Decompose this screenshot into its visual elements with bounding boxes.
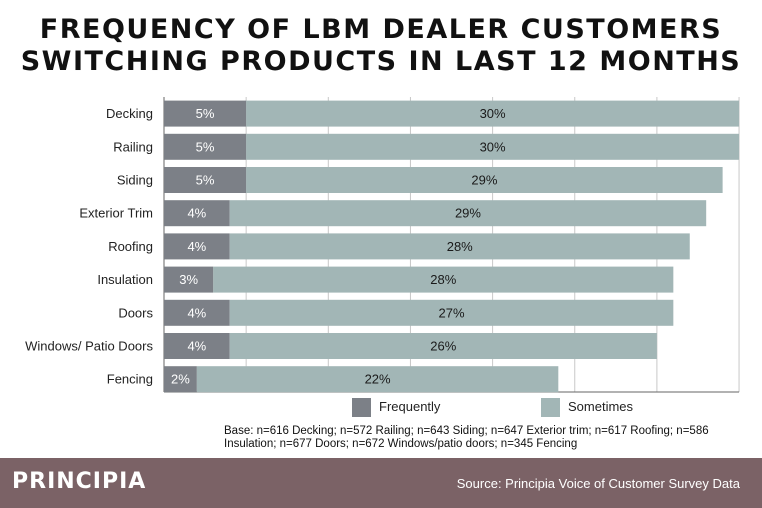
chart-title-line-1: FREQUENCY OF LBM DEALER CUSTOMERS <box>39 14 723 45</box>
data-label-sometimes: 29% <box>455 206 481 221</box>
bar-frequently <box>164 333 230 359</box>
bar-chart: Decking 5% 30% Railing 5% 30% Siding 5% 29% Exter… <box>25 97 740 393</box>
bar-sometimes <box>246 167 723 193</box>
data-label-frequently: 5% <box>196 139 215 154</box>
category-label: Roofing <box>108 239 153 254</box>
data-label-frequently: 5% <box>196 106 215 121</box>
bar-sometimes <box>246 133 740 160</box>
data-label-sometimes: 28% <box>447 239 473 254</box>
bar-sometimes <box>229 299 674 326</box>
bar-sometimes <box>229 233 690 260</box>
category-label: Exterior Trim <box>79 206 153 221</box>
base-note: Base: n=616 Decking; n=572 Railing; n=64… <box>224 425 709 450</box>
data-label-frequently: 4% <box>187 239 206 254</box>
data-label-frequently: 5% <box>196 173 215 188</box>
category-label: Decking <box>106 106 153 121</box>
bar-frequently <box>164 266 214 293</box>
category-label: Doors <box>118 305 153 320</box>
data-label-frequently: 2% <box>171 372 190 387</box>
principia-logo: PRINCIPIA <box>12 469 147 494</box>
category-label: Insulation <box>97 272 153 287</box>
data-label-sometimes: 28% <box>430 272 456 287</box>
data-label-sometimes: 29% <box>471 173 497 188</box>
footer-bar: PRINCIPIA Source: Principia Voice of Cus… <box>0 458 762 508</box>
chart-title: FREQUENCY OF LBM DEALER CUSTOMERS SWITCH… <box>0 14 762 78</box>
data-label-sometimes: 30% <box>480 139 506 154</box>
bar-sometimes <box>213 266 674 293</box>
chart-title-line-2: SWITCHING PRODUCTS IN LAST 12 MONTHS <box>20 46 742 77</box>
bar-frequently <box>164 299 230 326</box>
data-label-frequently: 3% <box>179 272 198 287</box>
category-label: Siding <box>117 173 153 188</box>
data-label-frequently: 4% <box>187 206 206 221</box>
bar-frequently <box>164 100 247 127</box>
legend-item-sometimes: Sometimes <box>541 398 633 417</box>
data-label-frequently: 4% <box>187 339 206 354</box>
legend-label-sometimes: Sometimes <box>568 398 634 414</box>
bar-sometimes <box>196 366 559 393</box>
category-label: Railing <box>113 139 153 154</box>
bar-frequently <box>164 233 230 260</box>
data-label-frequently: 4% <box>187 305 206 320</box>
data-label-sometimes: 27% <box>439 305 465 320</box>
legend-swatch-frequently <box>352 398 371 417</box>
bar-sometimes <box>246 100 740 127</box>
bar-frequently <box>164 133 247 160</box>
data-label-sometimes: 22% <box>365 372 391 387</box>
legend-swatch-sometimes <box>541 398 560 417</box>
data-label-sometimes: 26% <box>430 339 456 354</box>
source-note: Source: Principia Voice of Customer Surv… <box>456 476 740 491</box>
data-label-sometimes: 30% <box>480 106 506 121</box>
bar-sometimes <box>229 200 707 227</box>
legend-item-frequently: Frequently <box>352 398 440 417</box>
bar-frequently <box>164 167 247 193</box>
bar-sometimes <box>229 333 657 359</box>
legend-label-frequently: Frequently <box>379 398 441 414</box>
category-label: Windows/ Patio Doors <box>25 339 153 354</box>
bar-frequently <box>164 200 230 227</box>
category-label: Fencing <box>107 372 153 387</box>
bar-frequently <box>164 366 197 393</box>
